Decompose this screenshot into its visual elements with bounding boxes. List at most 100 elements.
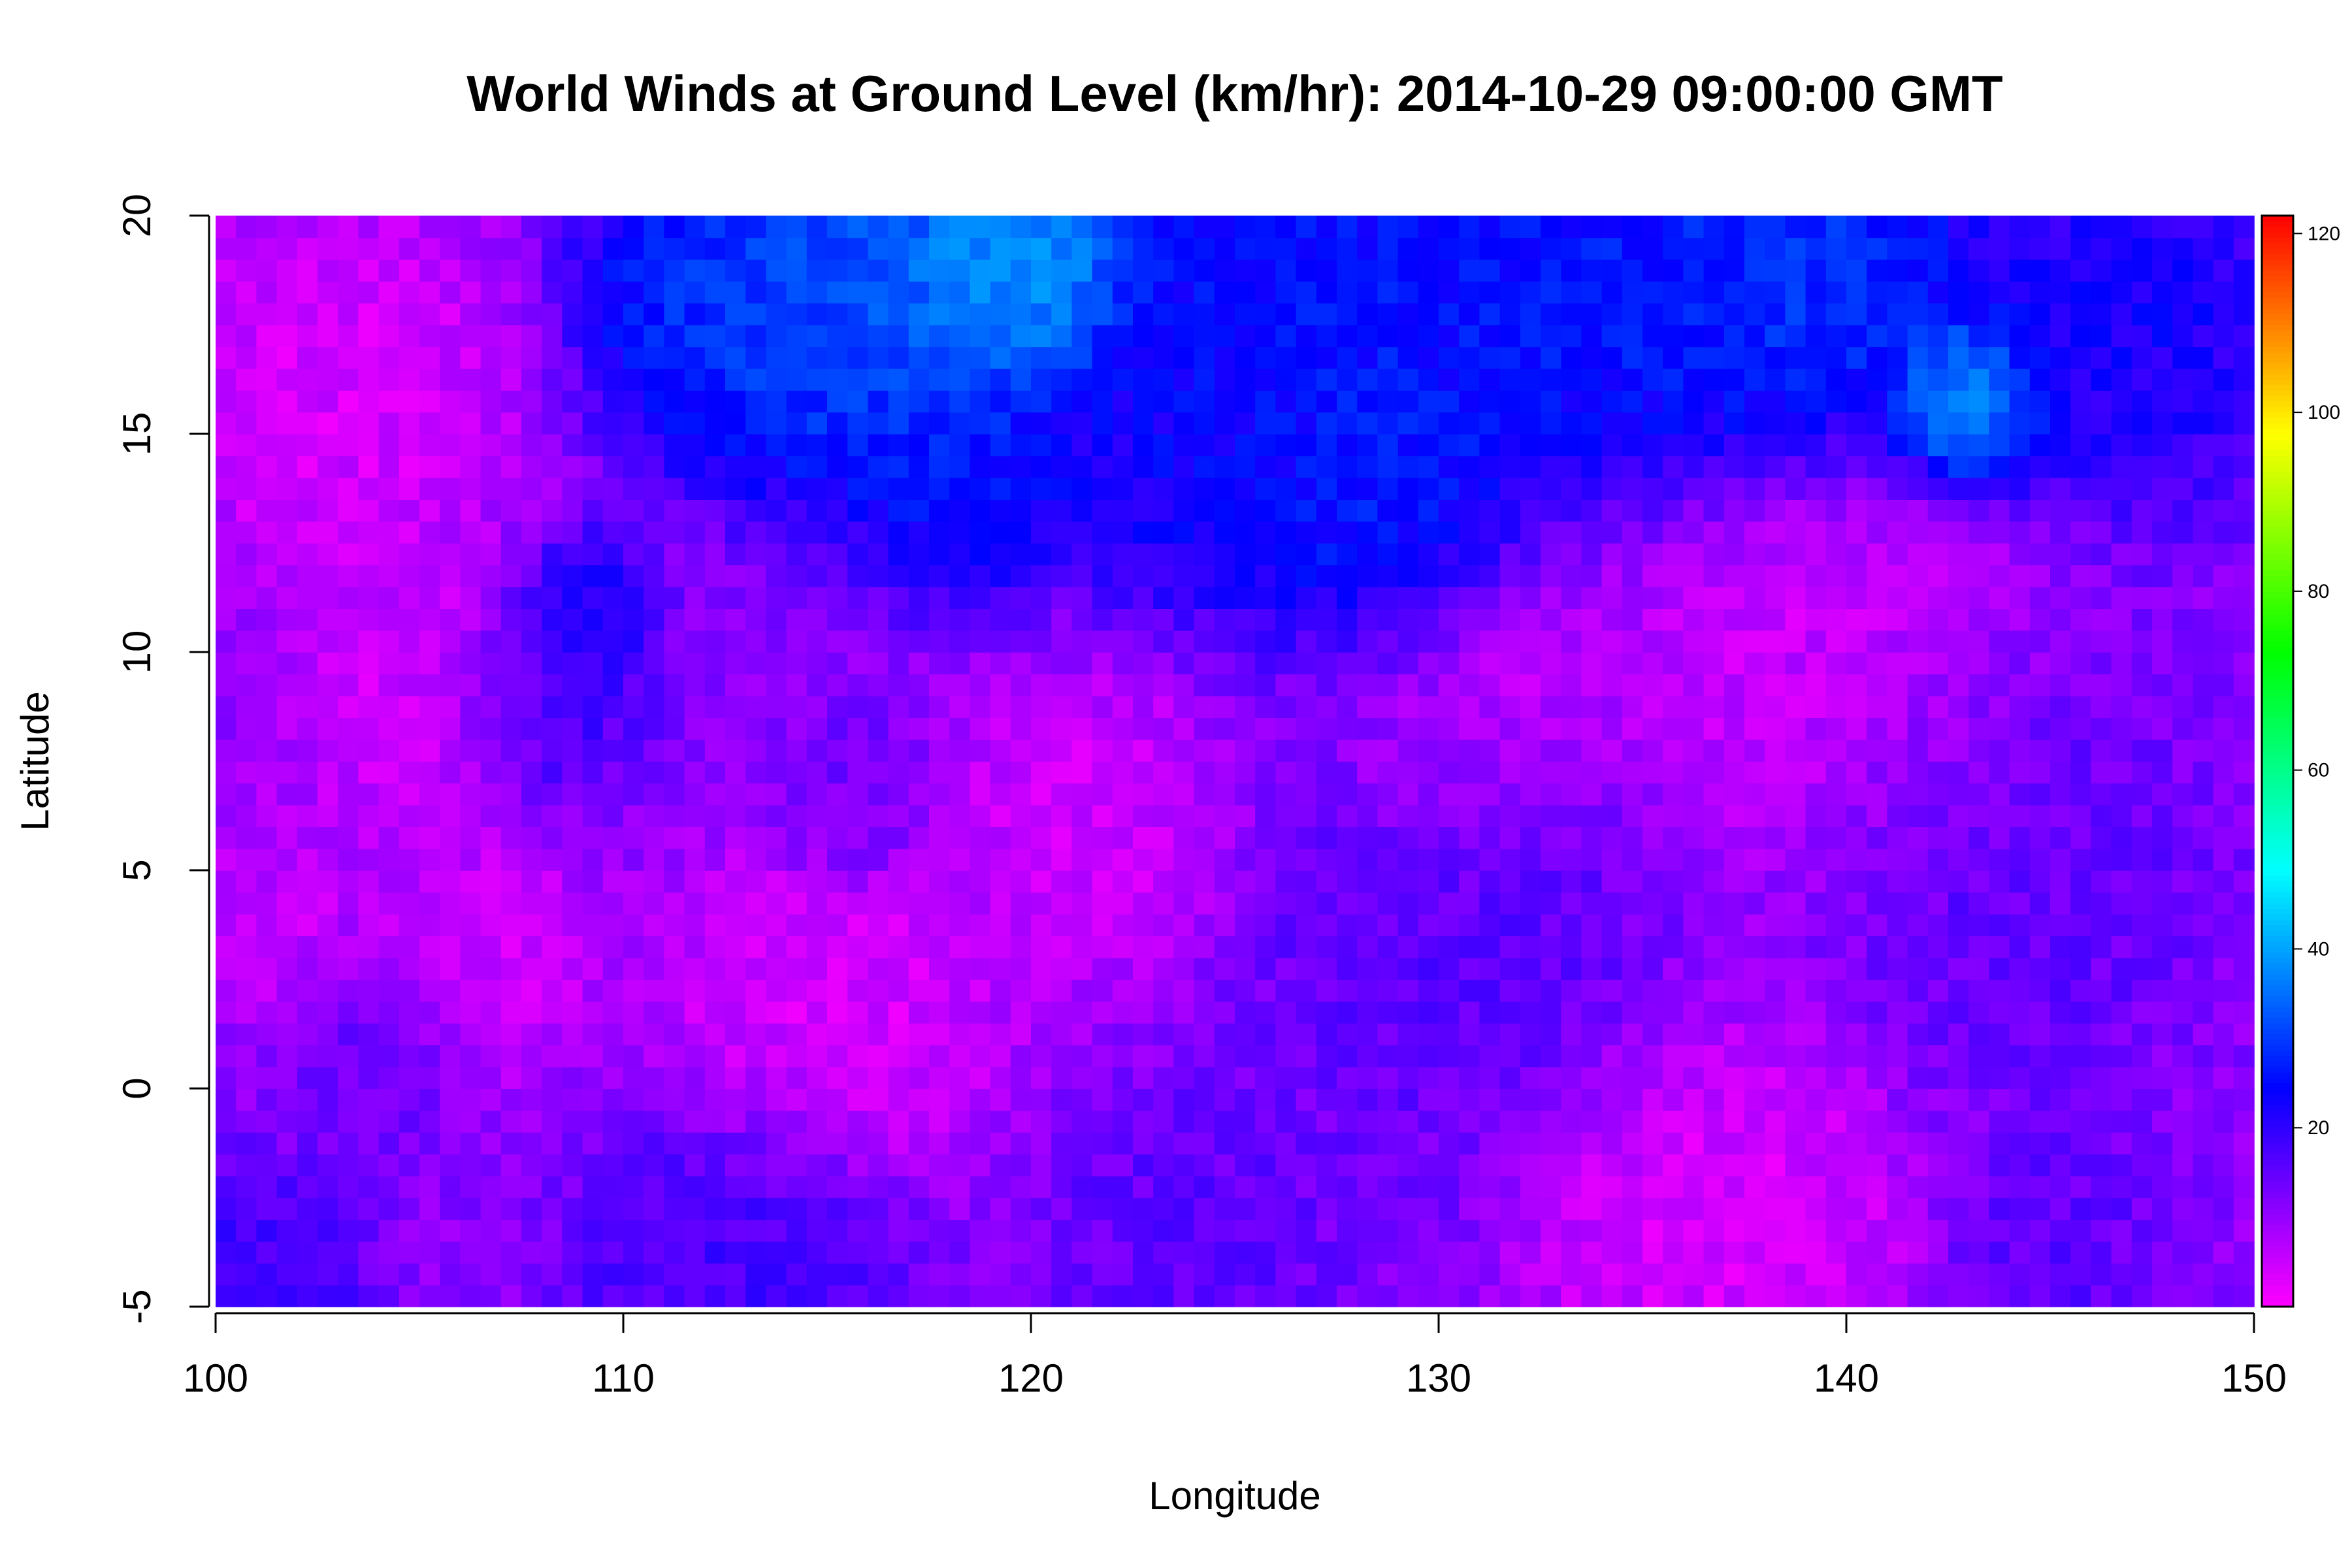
heatmap-cell: [1907, 630, 1929, 653]
heatmap-cell: [1887, 302, 1908, 325]
heatmap-cell: [1255, 826, 1277, 849]
heatmap-cell: [1031, 281, 1052, 304]
heatmap-cell: [725, 1132, 746, 1154]
heatmap-cell: [847, 652, 869, 675]
heatmap-cell: [949, 1045, 971, 1068]
heatmap-cell: [1316, 543, 1337, 566]
heatmap-cell: [338, 1284, 359, 1307]
heatmap-cell: [623, 237, 644, 260]
heatmap-cell: [1357, 564, 1379, 587]
heatmap-cell: [2111, 302, 2132, 325]
heatmap-cell: [1825, 1001, 1847, 1024]
heatmap-cell: [521, 259, 542, 282]
heatmap-cell: [440, 216, 461, 238]
heatmap-cell: [1765, 630, 1786, 653]
heatmap-cell: [216, 564, 237, 587]
heatmap-cell: [1010, 1088, 1032, 1111]
heatmap-cell: [1051, 543, 1073, 566]
heatmap-cell: [1581, 826, 1603, 849]
heatmap-cell: [1214, 390, 1235, 413]
heatmap-cell: [623, 521, 644, 544]
heatmap-cell: [1010, 979, 1032, 1002]
heatmap-cell: [1397, 346, 1419, 369]
heatmap-cell: [2111, 739, 2132, 762]
heatmap-cell: [990, 804, 1011, 827]
heatmap-cell: [297, 412, 318, 434]
heatmap-cell: [1010, 237, 1032, 260]
heatmap-cell: [970, 521, 991, 544]
heatmap-cell: [827, 1066, 848, 1089]
heatmap-cell: [929, 957, 950, 980]
heatmap-cell: [1622, 281, 1643, 304]
heatmap-cell: [1867, 1198, 1888, 1220]
heatmap-cell: [1561, 1110, 1582, 1133]
heatmap-cell: [2233, 630, 2255, 653]
heatmap-cell: [1825, 848, 1847, 871]
heatmap-cell: [256, 477, 278, 500]
heatmap-cell: [216, 608, 237, 631]
heatmap-cell: [1112, 1175, 1134, 1198]
heatmap-cell: [1010, 848, 1032, 871]
heatmap-cell: [1622, 412, 1643, 434]
heatmap-cell: [2193, 586, 2214, 609]
heatmap-cell: [766, 1198, 787, 1220]
heatmap-cell: [1112, 870, 1134, 893]
heatmap-cell: [236, 543, 257, 566]
heatmap-cell: [929, 1175, 950, 1198]
heatmap-cell: [1968, 1198, 1990, 1220]
heatmap-cell: [500, 499, 522, 522]
heatmap-cell: [1459, 1001, 1480, 1024]
heatmap-cell: [338, 608, 359, 631]
heatmap-cell: [500, 412, 522, 434]
heatmap-cell: [2152, 1022, 2173, 1045]
heatmap-cell: [1439, 434, 1460, 457]
heatmap-cell: [2131, 281, 2153, 304]
heatmap-cell: [1867, 608, 1888, 631]
heatmap-cell: [276, 630, 298, 653]
heatmap-cell: [1723, 1045, 1745, 1068]
heatmap-cell: [1723, 434, 1745, 457]
heatmap-cell: [1031, 477, 1052, 500]
heatmap-cell: [1357, 302, 1379, 325]
heatmap-cell: [745, 957, 767, 980]
heatmap-cell: [827, 1241, 848, 1264]
heatmap-cell: [1541, 499, 1561, 522]
heatmap-cell: [440, 717, 461, 740]
heatmap-cell: [378, 826, 400, 849]
heatmap-cell: [786, 499, 808, 522]
heatmap-cell: [1561, 1219, 1582, 1242]
heatmap-cell: [1439, 368, 1460, 391]
heatmap-cell: [1744, 302, 1765, 325]
heatmap-cell: [1337, 281, 1358, 304]
heatmap-cell: [256, 739, 278, 762]
heatmap-cell: [460, 1154, 482, 1177]
heatmap-cell: [1316, 630, 1337, 653]
heatmap-cell: [542, 892, 563, 915]
heatmap-cell: [1255, 1241, 1277, 1264]
heatmap-cell: [378, 870, 400, 893]
heatmap-cell: [827, 1154, 848, 1177]
heatmap-cell: [1112, 434, 1134, 457]
heatmap-cell: [1296, 1088, 1317, 1111]
heatmap-cell: [1112, 216, 1134, 238]
heatmap-cell: [1439, 325, 1460, 348]
heatmap-cell: [602, 892, 624, 915]
heatmap-cell: [1520, 1219, 1541, 1242]
heatmap-cell: [1520, 1241, 1541, 1264]
heatmap-cell: [1887, 281, 1908, 304]
heatmap-cell: [399, 892, 420, 915]
heatmap-cell: [1418, 564, 1439, 587]
heatmap-cell: [1663, 717, 1684, 740]
heatmap-cell: [399, 826, 420, 849]
heatmap-cell: [2131, 1263, 2153, 1286]
heatmap-cell: [338, 499, 359, 522]
heatmap-cell: [1071, 717, 1093, 740]
heatmap-cell: [2193, 1088, 2214, 1111]
heatmap-cell: [419, 761, 440, 784]
heatmap-cell: [2213, 1284, 2234, 1307]
heatmap-cell: [1622, 913, 1643, 936]
heatmap-cell: [1194, 848, 1215, 871]
heatmap-cell: [1051, 1263, 1073, 1286]
heatmap-cell: [582, 761, 604, 784]
heatmap-cell: [1010, 870, 1032, 893]
